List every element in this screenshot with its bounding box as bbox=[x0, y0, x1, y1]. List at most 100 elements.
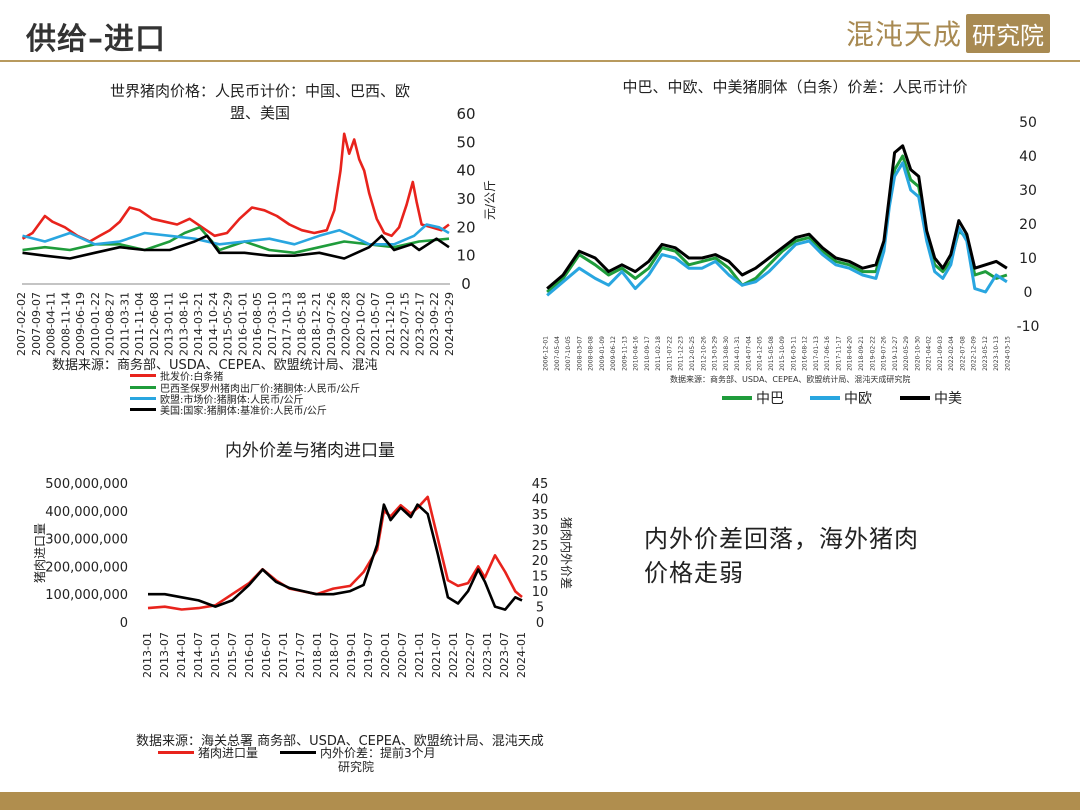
x-tick-label: 2021-05-07 bbox=[369, 292, 382, 356]
x-tick-label: 2019-07-26 bbox=[325, 292, 338, 356]
legend-label: 美国:国家:猪胴体:基准价:人民币/公斤 bbox=[160, 406, 327, 417]
chart1-title-line1: 世界猪肉价格：人民币计价：中国、巴西、欧 bbox=[109, 82, 410, 100]
legend-swatch bbox=[900, 396, 930, 400]
legend-label: 中巴 bbox=[756, 391, 784, 407]
x-tick-label: 2019-01 bbox=[345, 632, 358, 678]
x-tick-label: 2018-07 bbox=[328, 632, 341, 678]
x-tick-label: 2015-05-29 bbox=[222, 292, 235, 356]
y-right-tick-label: 45 bbox=[532, 477, 549, 492]
x-tick-label: 2021-07 bbox=[430, 632, 443, 678]
legend-label: 中美 bbox=[934, 391, 962, 407]
y-left-tick-label: 300,000,000 bbox=[45, 533, 128, 548]
x-tick-label: 2017-03-10 bbox=[266, 292, 279, 356]
x-tick-label: 2013-08-30 bbox=[723, 336, 730, 371]
y-tick-label: 30 bbox=[456, 190, 475, 208]
x-tick-label: 2013-01 bbox=[141, 632, 154, 678]
x-tick-label: 2007-09-07 bbox=[30, 292, 43, 356]
chart1-legend-item: 批发价:白条猪 bbox=[130, 368, 223, 383]
x-tick-label: 2021-01 bbox=[413, 632, 426, 678]
y-left-tick-label: 100,000,000 bbox=[45, 588, 128, 603]
x-tick-label: 2011-07-22 bbox=[666, 336, 673, 371]
commentary-line1: 内外价差回落，海外猪肉 bbox=[644, 525, 919, 553]
commentary-line2: 价格走弱 bbox=[644, 559, 744, 587]
y-tick-label: 40 bbox=[456, 162, 475, 180]
legend-swatch bbox=[810, 396, 840, 400]
y-left-tick-label: 200,000,000 bbox=[45, 560, 128, 575]
x-tick-label: 2018-12-21 bbox=[310, 292, 323, 356]
y-right-tick-label: 5 bbox=[536, 601, 544, 616]
x-tick-label: 2016-01-01 bbox=[236, 292, 249, 356]
x-tick-label: 2022-07-15 bbox=[399, 292, 412, 356]
x-tick-label: 2020-01 bbox=[379, 632, 392, 678]
legend-label: 中欧 bbox=[844, 391, 872, 407]
x-tick-label: 2020-05-29 bbox=[903, 336, 910, 371]
x-tick-label: 2017-01-13 bbox=[813, 336, 820, 371]
x-tick-label: 2013-08-16 bbox=[177, 292, 190, 356]
x-tick-label: 2012-10-26 bbox=[700, 336, 707, 371]
series-line-2 bbox=[546, 144, 1008, 290]
x-tick-label: 2023-02-17 bbox=[413, 292, 426, 356]
x-tick-label: 2017-07 bbox=[294, 632, 307, 678]
y-tick-label: 20 bbox=[1019, 217, 1037, 233]
x-tick-label: 2014-07 bbox=[192, 632, 205, 678]
x-tick-label: 2021-09-03 bbox=[937, 336, 944, 371]
x-tick-label: 2017-10-13 bbox=[281, 292, 294, 356]
y-right-tick-label: 40 bbox=[532, 492, 549, 507]
page-title: 供给–进口 bbox=[26, 22, 166, 57]
x-tick-label: 2016-07 bbox=[260, 632, 273, 678]
legend-label: 内外价差：提前3个月 bbox=[320, 746, 436, 760]
x-tick-label: 2015-01 bbox=[209, 632, 222, 678]
x-tick-label: 2023-09-22 bbox=[428, 292, 441, 356]
footer-bar bbox=[0, 792, 1080, 810]
y-tick-label: 20 bbox=[456, 218, 475, 236]
y-right-tick-label: 30 bbox=[532, 523, 549, 538]
legend-swatch bbox=[130, 386, 156, 389]
legend-label: 批发价:白条猪 bbox=[160, 372, 224, 383]
x-tick-label: 2024-03-29 bbox=[443, 292, 456, 356]
x-tick-label: 2023-05-12 bbox=[982, 336, 989, 371]
x-tick-label: 2020-07 bbox=[396, 632, 409, 678]
y-tick-label: 40 bbox=[1019, 149, 1037, 165]
x-tick-label: 2008-03-07 bbox=[576, 336, 583, 371]
x-tick-label: 2021-12-10 bbox=[384, 292, 397, 356]
chart3-legend-item: 猪肉进口量 bbox=[158, 744, 258, 761]
legend-label: 猪肉进口量 bbox=[198, 746, 259, 760]
x-tick-label: 2017-01 bbox=[277, 632, 290, 678]
x-tick-label: 2006-12-01 bbox=[543, 336, 550, 371]
x-tick-label: 2014-10-24 bbox=[207, 292, 220, 356]
x-tick-label: 2024-01 bbox=[515, 632, 528, 678]
x-tick-label: 2009-01-09 bbox=[599, 336, 606, 371]
y-axis-label: 元/公斤 bbox=[483, 180, 497, 220]
chart2-legend-item: 中欧 bbox=[810, 388, 872, 408]
x-tick-label: 2022-02-04 bbox=[948, 336, 955, 371]
x-tick-label: 2016-08-12 bbox=[802, 336, 809, 371]
x-tick-label: 2009-06-19 bbox=[74, 292, 87, 356]
x-tick-label: 2022-07-08 bbox=[959, 336, 966, 371]
x-tick-label: 2011-03-31 bbox=[118, 292, 131, 356]
x-tick-label: 2008-08-08 bbox=[588, 336, 595, 371]
logo-badge: 研究院 bbox=[966, 13, 1051, 53]
y-tick-label: 50 bbox=[456, 133, 475, 151]
y-right-tick-label: 15 bbox=[532, 570, 549, 585]
x-tick-label: 2010-01-22 bbox=[89, 292, 102, 356]
x-tick-label: 2017-06-16 bbox=[824, 336, 831, 371]
x-tick-label: 2008-04-11 bbox=[45, 292, 58, 356]
x-tick-label: 2014-01 bbox=[175, 632, 188, 678]
chart1-title: 世界猪肉价格：人民币计价：中国、巴西、欧 盟、美国 bbox=[50, 80, 470, 124]
x-tick-label: 2019-07-26 bbox=[881, 336, 888, 371]
x-tick-label: 2007-10-05 bbox=[565, 336, 572, 371]
x-tick-label: 2011-02-18 bbox=[655, 336, 662, 371]
y-tick-label: -10 bbox=[1017, 319, 1040, 335]
y-tick-label: 0 bbox=[1024, 285, 1033, 301]
y-right-tick-label: 25 bbox=[532, 539, 549, 554]
y-right-axis-label: 猪肉内外价差 bbox=[559, 517, 573, 589]
x-tick-label: 2014-12-05 bbox=[757, 336, 764, 371]
chart3-legend-item: 内外价差：提前3个月 bbox=[280, 744, 436, 761]
series-line-0 bbox=[21, 132, 450, 243]
chart2-legend-item: 中巴 bbox=[722, 388, 784, 408]
x-tick-label: 2022-01 bbox=[447, 632, 460, 678]
x-tick-label: 2010-08-27 bbox=[104, 292, 117, 356]
series-line-2 bbox=[22, 223, 450, 246]
chart2-legend-item: 中美 bbox=[900, 388, 962, 408]
